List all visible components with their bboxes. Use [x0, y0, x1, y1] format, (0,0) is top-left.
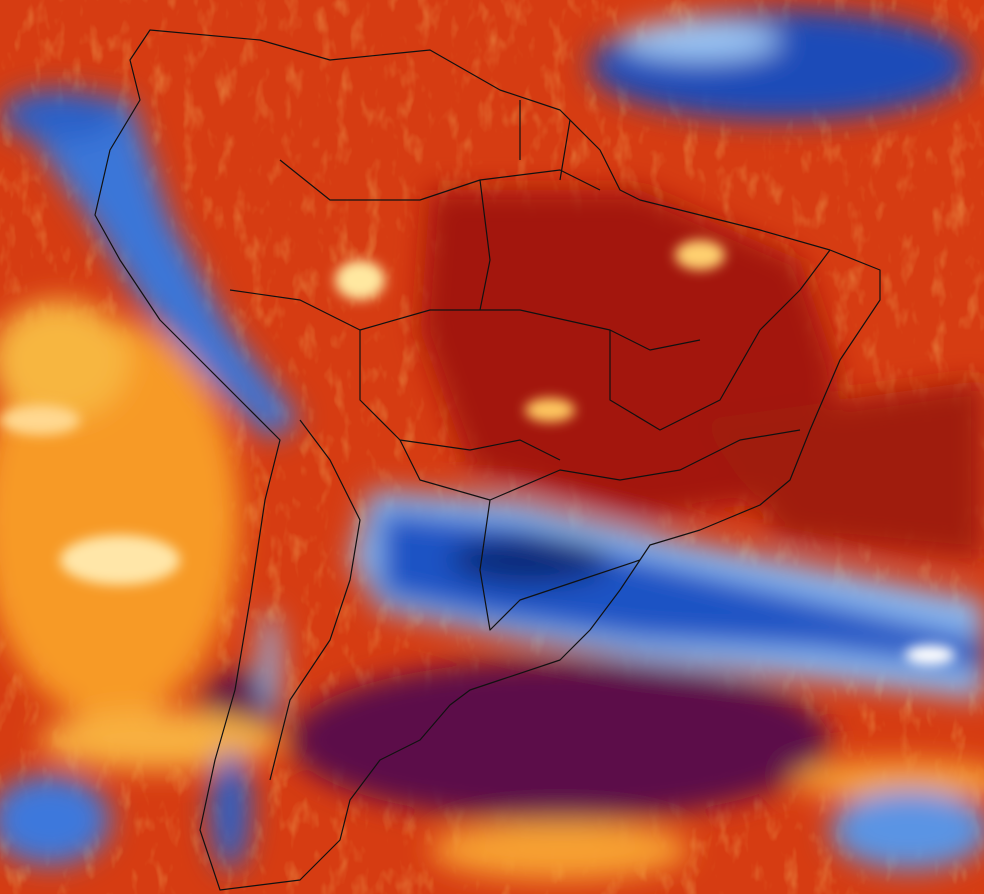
andes-cloud: [20, 90, 300, 440]
border: [399, 429, 801, 501]
cloud-layers: [0, 10, 984, 880]
bright-spot: [525, 398, 575, 422]
borders: [94, 29, 881, 891]
border: [479, 179, 491, 311]
border: [519, 100, 571, 181]
blue-region: [210, 750, 250, 870]
border: [359, 330, 561, 461]
bright-spots: [0, 240, 955, 665]
blue-band-core: [450, 535, 610, 585]
blue-region: [830, 790, 984, 870]
warm-swirl: [0, 300, 130, 420]
border: [269, 419, 361, 781]
border: [279, 159, 601, 201]
blue-region: [0, 90, 120, 140]
bright-spot: [675, 240, 725, 270]
border: [229, 289, 701, 351]
bright-spot: [905, 645, 955, 665]
bright-spot: [335, 260, 385, 300]
border: [479, 499, 641, 631]
blue-region: [0, 775, 110, 865]
warm-swirl: [40, 710, 280, 770]
bright-spot: [60, 535, 180, 585]
continent-outline: [94, 29, 881, 891]
warm-swirl: [790, 760, 984, 800]
bright-spot: [0, 405, 80, 435]
border: [609, 249, 831, 431]
blue-region: [620, 20, 780, 60]
blue-region: [260, 610, 280, 710]
purple-region: [290, 660, 830, 820]
dry-region: [700, 380, 984, 560]
warm-swirl: [430, 820, 690, 880]
